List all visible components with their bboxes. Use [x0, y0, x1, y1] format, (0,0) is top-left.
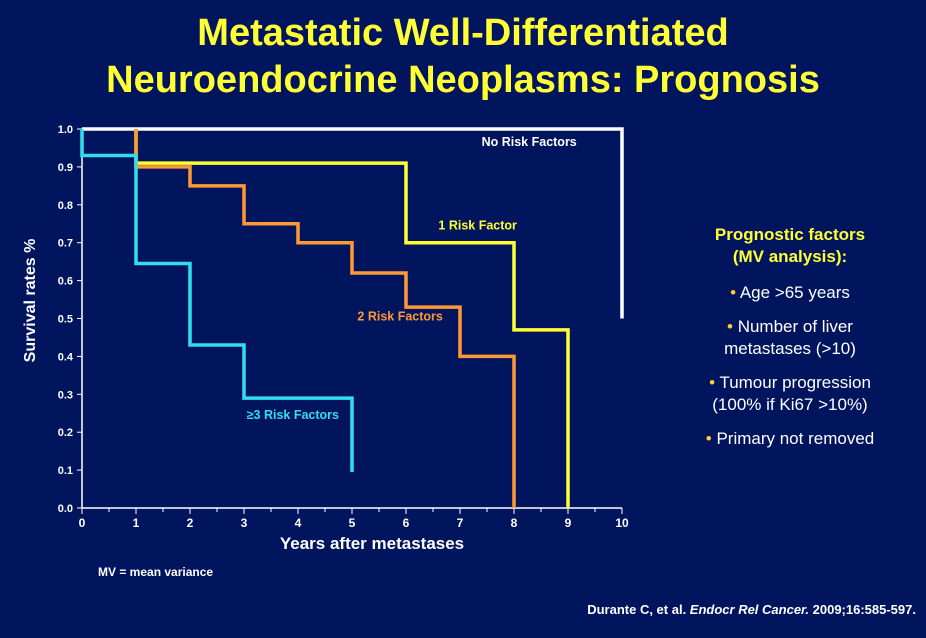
- x-tick-label: 0: [79, 516, 86, 530]
- title-line-2: Neuroendocrine Neoplasms: Prognosis: [106, 59, 820, 101]
- citation: Durante C, et al. Endocr Rel Cancer. 200…: [587, 602, 916, 617]
- x-tick-label: 5: [349, 516, 356, 530]
- series-label: ≥3 Risk Factors: [247, 408, 339, 422]
- factor-text: Primary not removed: [716, 429, 875, 448]
- factor-text-continued: (100% if Ki67 >10%): [712, 395, 868, 414]
- citation-authors: Durante C, et al.: [587, 602, 690, 617]
- series-label: 1 Risk Factor: [438, 218, 517, 232]
- y-axis-label: Survival rates %: [22, 239, 39, 363]
- bullet-icon: •: [727, 317, 733, 336]
- x-tick-label: 6: [403, 516, 410, 530]
- bullet-icon: •: [705, 429, 712, 448]
- y-tick-label: 0.9: [58, 162, 73, 174]
- factor-item: • Tumour progression (100% if Ki67 >10%): [660, 372, 920, 416]
- y-tick-label: 0.3: [58, 389, 73, 401]
- y-tick-label: 0.6: [58, 276, 73, 288]
- x-tick-label: 1: [133, 516, 140, 530]
- x-tick-label: 7: [457, 516, 464, 530]
- series-line-2: [134, 129, 516, 508]
- factor-text: Number of liver: [737, 317, 853, 336]
- y-tick-label: 0.2: [58, 427, 73, 439]
- y-tick-label: 0.1: [58, 465, 73, 477]
- series-label: No Risk Factors: [482, 135, 577, 149]
- title-line-1: Metastatic Well-Differentiated: [197, 12, 729, 54]
- y-tick-label: 0.7: [58, 238, 73, 250]
- x-tick-label: 3: [241, 516, 248, 530]
- prognostic-factors-heading: Prognostic factors (MV analysis):: [660, 224, 920, 268]
- y-tick-label: 0.5: [58, 314, 73, 326]
- x-axis-label: Years after metastases: [280, 534, 464, 553]
- x-tick-label: 2: [187, 516, 194, 530]
- series-label: 2 Risk Factors: [357, 309, 443, 323]
- x-tick-label: 9: [565, 516, 572, 530]
- series-line-3: [80, 129, 354, 472]
- footnote: MV = mean variance: [98, 565, 214, 579]
- factor-text: Tumour progression: [719, 373, 871, 392]
- x-tick-label: 10: [615, 516, 629, 530]
- series-line-0: [82, 127, 624, 319]
- y-tick-label: 1.0: [58, 124, 73, 136]
- factor-item: • Primary not removed: [660, 428, 920, 450]
- heading-line-1: Prognostic factors: [714, 225, 866, 244]
- citation-details: 2009;16:585-597.: [809, 602, 916, 617]
- factor-text-continued: metastases (>10): [724, 339, 856, 358]
- x-tick-label: 8: [511, 516, 518, 530]
- prognostic-factors-panel: Prognostic factors (MV analysis): • Age …: [660, 224, 920, 462]
- factor-item: • Age >65 years: [660, 282, 920, 304]
- bullet-icon: •: [709, 373, 716, 392]
- bullet-icon: •: [730, 283, 737, 302]
- x-tick-label: 4: [295, 516, 302, 530]
- y-tick-label: 0.0: [58, 503, 73, 515]
- factor-item: • Number of liver metastases (>10): [660, 316, 920, 360]
- factor-text: Age >65 years: [739, 283, 850, 302]
- series-line-1: [134, 129, 570, 508]
- y-tick-label: 0.8: [58, 200, 73, 212]
- citation-journal: Endocr Rel Cancer.: [689, 602, 810, 617]
- heading-line-2: (MV analysis):: [732, 247, 848, 266]
- factor-list: • Age >65 years • Number of liver metastas…: [660, 282, 920, 450]
- slide-title: Metastatic Well-Differentiated Neuroendo…: [0, 10, 926, 104]
- y-tick-label: 0.4: [58, 351, 74, 363]
